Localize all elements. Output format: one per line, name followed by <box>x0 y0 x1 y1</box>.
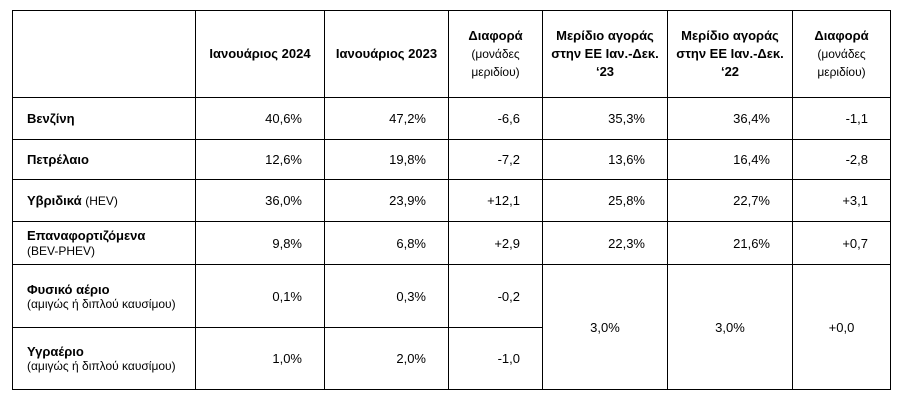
data-cell: 40,6% <box>195 97 325 140</box>
data-cell: 36,0% <box>195 179 325 222</box>
data-cell: -6,6 <box>448 97 543 140</box>
data-cell: 0,1% <box>195 264 325 328</box>
row-label-cell: Υβριδικά (HEV) <box>12 179 196 222</box>
header-note: (μονάδες μεριδίου) <box>817 47 866 79</box>
data-cell: +2,9 <box>448 221 543 265</box>
body-row: Επαναφορτιζόμενα (BEV-PHEV) 9,8% 6,8% +2,9 22… <box>12 221 891 265</box>
row-label-cell: Βενζίνη <box>12 97 196 140</box>
corner-cell <box>12 10 196 98</box>
data-cell: 35,3% <box>542 97 668 140</box>
header-note: (μονάδες μεριδίου) <box>471 47 520 79</box>
data-cell: 23,9% <box>324 179 449 222</box>
body-row: Υβριδικά (HEV) 36,0% 23,9% +12,1 25,8% 22,7% +… <box>12 179 891 222</box>
data-cell: +12,1 <box>448 179 543 222</box>
header-cell: Διαφορά (μονάδες μεριδίου) <box>792 10 891 98</box>
header-title: Ιανουάριος 2023 <box>335 46 438 61</box>
data-cell: -0,2 <box>448 264 543 328</box>
row-label-cell: Επαναφορτιζόμενα (BEV-PHEV) <box>12 221 196 265</box>
data-cell: 19,8% <box>324 139 449 180</box>
data-cell: 9,8% <box>195 221 325 265</box>
data-cell: 1,0% <box>195 327 325 390</box>
data-cell: 36,4% <box>667 97 793 140</box>
data-cell: 3,0% <box>542 264 668 390</box>
row-label: Φυσικό αέριο <box>27 281 110 297</box>
header-cell: Ιανουάριος 2023 <box>324 10 449 98</box>
header-title: Ιανουάριος 2024 <box>209 46 311 61</box>
header-cell: Διαφορά (μονάδες μεριδίου) <box>448 10 543 98</box>
data-cell: 21,6% <box>667 221 793 265</box>
table: Ιανουάριος 2024 Ιανουάριος 2023 Διαφορά (… <box>12 10 891 390</box>
header-title: Μερίδιο αγοράς στην ΕΕ Ιαν.-Δεκ. ‘22 <box>676 28 784 79</box>
data-cell: 12,6% <box>195 139 325 180</box>
body-row: Φυσικό αέριο (αμιγώς ή διπλού καυσίμου) 0,… <box>12 264 891 390</box>
header-cell: Μερίδιο αγοράς στην ΕΕ Ιαν.-Δεκ. ‘22 <box>667 10 793 98</box>
header-cell: Ιανουάριος 2024 <box>195 10 325 98</box>
row-label: Πετρέλαιο <box>27 152 89 167</box>
data-cell: 22,3% <box>542 221 668 265</box>
row-label-cell: Φυσικό αέριο (αμιγώς ή διπλού καυσίμου) <box>12 264 196 328</box>
data-cell: 6,8% <box>324 221 449 265</box>
row-sublabel: (αμιγώς ή διπλού καυσίμου) <box>27 296 176 311</box>
row-label: Υβριδικά <box>27 193 82 208</box>
header-row: Ιανουάριος 2024 Ιανουάριος 2023 Διαφορά (… <box>12 10 891 98</box>
row-label: Υγραέριο <box>27 344 84 359</box>
data-cell: -1,1 <box>792 97 891 140</box>
row-label-cell: Υγραέριο (αμιγώς ή διπλού καυσίμου) <box>12 327 196 390</box>
row-sublabel: (BEV-PHEV) <box>27 244 96 258</box>
data-cell: 3,0% <box>667 264 793 390</box>
header-cell: Μερίδιο αγοράς στην ΕΕ Ιαν.-Δεκ. ‘23 <box>542 10 668 98</box>
row-label: Επαναφορτιζόμενα <box>27 228 146 243</box>
header-title: Διαφορά <box>468 28 523 43</box>
body-row: Βενζίνη 40,6% 47,2% -6,6 35,3% 36,4% -1,1 <box>12 97 891 140</box>
data-cell: 47,2% <box>324 97 449 140</box>
row-label: Βενζίνη <box>27 111 75 126</box>
body-row: Υγραέριο (αμιγώς ή διπλού καυσίμου) 1,0% 2,… <box>12 327 891 390</box>
data-cell: -7,2 <box>448 139 543 180</box>
data-cell: 2,0% <box>324 327 449 390</box>
data-cell: -1,0 <box>448 327 543 390</box>
data-cell: +0,7 <box>792 221 891 265</box>
row-label-cell: Πετρέλαιο <box>12 139 196 180</box>
data-cell: 16,4% <box>667 139 793 180</box>
data-cell: +0,0 <box>792 264 891 390</box>
row-sublabel: (αμιγώς ή διπλού καυσίμου) <box>27 359 176 373</box>
data-cell: 22,7% <box>667 179 793 222</box>
row-sublabel: (HEV) <box>85 194 118 208</box>
data-cell: 0,3% <box>324 264 449 328</box>
body-row: Πετρέλαιο 12,6% 19,8% -7,2 13,6% 16,4% -2,8 <box>12 139 891 180</box>
data-cell: 13,6% <box>542 139 668 180</box>
data-cell: +3,1 <box>792 179 891 222</box>
header-title: Διαφορά <box>814 28 869 43</box>
data-cell: 25,8% <box>542 179 668 222</box>
header-title: Μερίδιο αγοράς στην ΕΕ Ιαν.-Δεκ. ‘23 <box>551 28 659 79</box>
data-cell: -2,8 <box>792 139 891 180</box>
